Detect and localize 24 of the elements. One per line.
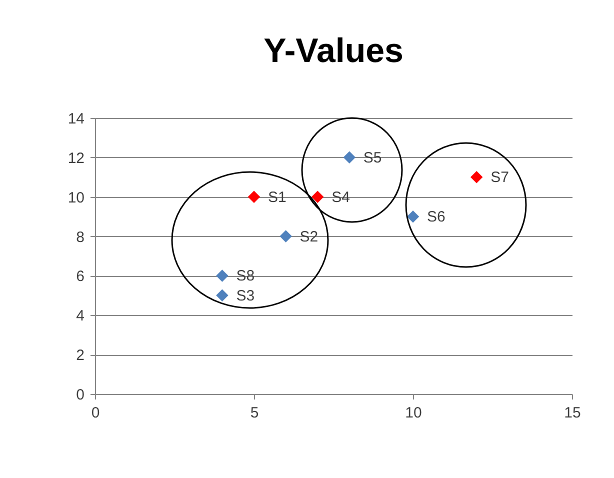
x-tick-label: 10 [405,404,422,422]
y-tick-label: 0 [76,386,84,404]
point [216,289,228,302]
data-label: S6 [427,208,446,226]
point [311,190,324,203]
x-tick-label: 5 [250,404,259,422]
chart-title: Y-Values [264,32,404,70]
y-tick-label: 8 [76,228,84,246]
point [248,190,260,203]
x-tick-label: 0 [91,404,100,422]
y-tick-label: 14 [68,110,84,128]
x-tick-label: 15 [564,404,581,422]
point [280,230,292,242]
y-tick-label: 6 [76,268,84,286]
y-tick-label: 10 [68,189,84,206]
point [216,270,228,282]
y-tick-label: 4 [76,308,84,325]
data-label: S3 [236,287,255,304]
point [470,171,483,184]
y-tick-label: 2 [76,347,84,364]
point [343,151,356,164]
y-tick-label: 12 [68,150,84,167]
point [406,210,420,223]
data-label: S7 [490,169,509,186]
